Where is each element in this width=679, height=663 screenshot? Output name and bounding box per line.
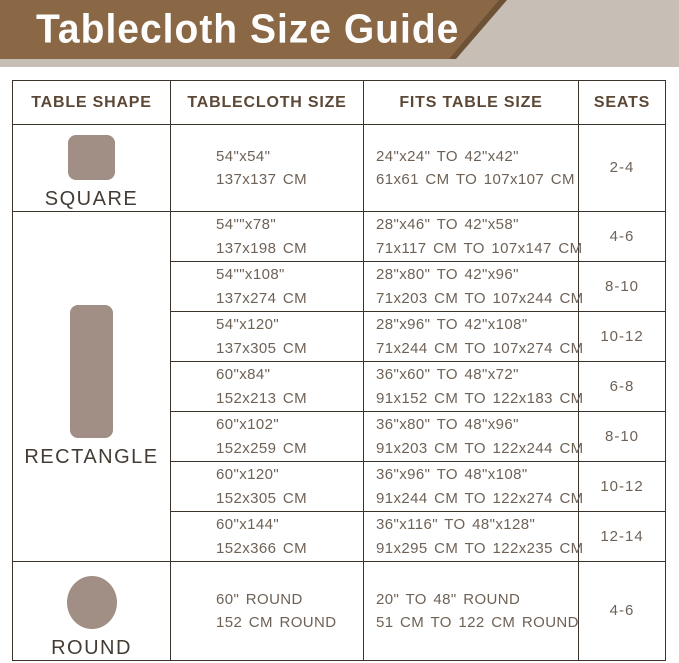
fits-size-cm: 91x203 CM TO 122x244 CM — [376, 439, 584, 457]
cloth-size-cm: 137x305 CM — [216, 339, 308, 357]
fits-size-inches: 20" TO 48" ROUND — [376, 590, 521, 608]
size-guide-table: TABLE SHAPE TABLECLOTH SIZE FITS TABLE S… — [12, 80, 666, 661]
table-row: ROUND 60" ROUND 152 CM ROUND 20" TO 48" … — [12, 561, 666, 661]
fits-size-cm: 51 CM TO 122 CM ROUND — [376, 614, 579, 631]
cloth-size-cm: 137x198 CM — [216, 239, 308, 257]
fits-table-size-cell: 28"x96" TO 42"x108" 71x244 CM TO 107x274… — [363, 311, 584, 362]
fits-size-inches: 36"x96" TO 48"x108" — [376, 466, 528, 484]
cloth-size-cm: 137x137 CM — [216, 171, 308, 188]
cloth-size-inches: 54"x54" — [216, 147, 271, 165]
cloth-size-cm: 152x259 CM — [216, 439, 308, 457]
seats-value: 10-12 — [600, 477, 644, 495]
banner-background: Tablecloth Size Guide — [0, 0, 679, 67]
tablecloth-size-cell: 60"x144" 152x366 CM — [170, 511, 364, 562]
seats-cell: 4-6 — [578, 561, 666, 661]
fits-size-cm: 91x244 CM TO 122x274 CM — [376, 489, 584, 507]
table-row: 60"x102" 152x259 CM 36"x80" TO 48"x96" 9… — [13, 411, 666, 462]
cloth-size-cm: 152x305 CM — [216, 489, 308, 507]
fits-size-inches: 36"x116" TO 48"x128" — [376, 516, 536, 534]
tablecloth-size-cell: 60"x120" 152x305 CM — [170, 461, 364, 512]
fits-table-size-cell: 28"x46" TO 42"x58" 71x117 CM TO 107x147 … — [363, 211, 583, 262]
tablecloth-size-cell: 54"x54" 137x137 CM — [170, 124, 364, 212]
cloth-size-inches: 54""x78" — [216, 216, 277, 234]
table-row: 54""x108" 137x274 CM 28"x80" TO 42"x96" … — [13, 261, 666, 312]
table-row: 60"x144" 152x366 CM 36"x116" TO 48"x128"… — [13, 511, 666, 562]
cloth-size-cm: 152x366 CM — [216, 539, 308, 557]
tablecloth-size-cell: 54"x120" 137x305 CM — [170, 311, 364, 362]
square-shape-icon — [68, 135, 115, 180]
seats-value: 2-4 — [609, 159, 635, 177]
shape-cell-round: ROUND — [12, 561, 171, 661]
seats-value: 6-8 — [609, 377, 635, 395]
shape-label-round: ROUND — [51, 637, 132, 659]
table-row: RECTANGLE 54""x78" 137x198 CM 28"x46" TO… — [12, 211, 666, 562]
seats-cell: 10-12 — [578, 311, 666, 362]
cloth-size-inches: 60"x84" — [216, 366, 271, 384]
seats-cell: 4-6 — [578, 211, 666, 262]
seats-value: 4-6 — [609, 602, 635, 620]
tablecloth-size-cell: 54""x78" 137x198 CM — [170, 211, 364, 262]
seats-cell: 6-8 — [578, 361, 666, 412]
shape-cell-square: SQUARE — [12, 124, 171, 212]
fits-size-inches: 28"x80" TO 42"x96" — [376, 266, 519, 284]
rectangle-shape-icon — [70, 304, 113, 438]
seats-cell: 2-4 — [578, 124, 666, 212]
fits-size-cm: 71x203 CM TO 107x244 CM — [376, 289, 584, 307]
cloth-size-cm: 137x274 CM — [216, 289, 308, 307]
column-header-table-shape: TABLE SHAPE — [12, 80, 171, 125]
shape-label-rectangle: RECTANGLE — [24, 445, 159, 468]
cloth-size-inches: 60"x120" — [216, 466, 280, 484]
fits-size-cm: 71x117 CM TO 107x147 CM — [376, 239, 583, 257]
table-row: SQUARE 54"x54" 137x137 CM 24"x24" TO 42"… — [12, 124, 666, 212]
fits-size-inches: 28"x96" TO 42"x108" — [376, 316, 528, 334]
fits-size-cm: 91x152 CM TO 122x183 CM — [376, 389, 584, 407]
column-header-fits-table-size: FITS TABLE SIZE — [363, 80, 579, 125]
column-header-tablecloth-size: TABLECLOTH SIZE — [170, 80, 364, 125]
seats-value: 12-14 — [600, 527, 644, 545]
seats-cell: 12-14 — [578, 511, 666, 562]
cloth-size-inches: 54"x120" — [216, 316, 280, 334]
seats-cell: 8-10 — [578, 261, 666, 312]
seats-cell: 8-10 — [578, 411, 666, 462]
fits-table-size-cell: 36"x96" TO 48"x108" 91x244 CM TO 122x274… — [363, 461, 584, 512]
fits-table-size-cell: 36"x80" TO 48"x96" 91x203 CM TO 122x244 … — [363, 411, 584, 462]
fits-table-size-cell: 36"x60" TO 48"x72" 91x152 CM TO 122x183 … — [363, 361, 584, 412]
seats-value: 10-12 — [600, 327, 644, 345]
banner-ribbon: Tablecloth Size Guide — [0, 0, 499, 59]
cloth-size-inches: 60" ROUND — [216, 590, 303, 608]
seats-value: 8-10 — [604, 277, 640, 295]
round-shape-icon — [66, 576, 117, 629]
fits-table-size-cell: 20" TO 48" ROUND 51 CM TO 122 CM ROUND — [363, 561, 579, 661]
shape-cell-rectangle: RECTANGLE — [12, 211, 171, 562]
table-header-row: TABLE SHAPE TABLECLOTH SIZE FITS TABLE S… — [12, 80, 666, 125]
shape-label-square: SQUARE — [44, 188, 139, 210]
tablecloth-size-cell: 60"x84" 152x213 CM — [170, 361, 364, 412]
page-title: Tablecloth Size Guide — [36, 6, 460, 52]
column-header-seats: SEATS — [578, 80, 666, 125]
cloth-size-inches: 54""x108" — [216, 266, 285, 284]
table-row: 60"x120" 152x305 CM 36"x96" TO 48"x108" … — [13, 461, 666, 512]
fits-size-inches: 28"x46" TO 42"x58" — [376, 216, 519, 234]
fits-table-size-cell: 28"x80" TO 42"x96" 71x203 CM TO 107x244 … — [363, 261, 584, 312]
fits-size-inches: 24"x24" TO 42"x42" — [376, 147, 519, 165]
fits-size-cm: 61x61 CM TO 107x107 CM — [376, 171, 575, 188]
seats-value: 4-6 — [609, 227, 635, 245]
tablecloth-size-cell: 60"x102" 152x259 CM — [170, 411, 364, 462]
cloth-size-cm: 152 CM ROUND — [216, 614, 337, 631]
fits-size-inches: 36"x60" TO 48"x72" — [376, 366, 519, 384]
seats-cell: 10-12 — [578, 461, 666, 512]
cloth-size-inches: 60"x144" — [216, 516, 280, 534]
fits-size-cm: 91x295 CM TO 122x235 CM — [376, 539, 584, 557]
seats-value: 8-10 — [604, 427, 640, 445]
cloth-size-cm: 152x213 CM — [216, 389, 308, 407]
fits-table-size-cell: 24"x24" TO 42"x42" 61x61 CM TO 107x107 C… — [363, 124, 579, 212]
fits-size-inches: 36"x80" TO 48"x96" — [376, 416, 519, 434]
tablecloth-size-cell: 60" ROUND 152 CM ROUND — [170, 561, 364, 661]
fits-table-size-cell: 36"x116" TO 48"x128" 91x295 CM TO 122x23… — [363, 511, 584, 562]
fits-size-cm: 71x244 CM TO 107x274 CM — [376, 339, 584, 357]
table-row: 54"x120" 137x305 CM 28"x96" TO 42"x108" … — [13, 311, 666, 362]
tablecloth-size-cell: 54""x108" 137x274 CM — [170, 261, 364, 312]
table-row: 60"x84" 152x213 CM 36"x60" TO 48"x72" 91… — [13, 361, 666, 412]
cloth-size-inches: 60"x102" — [216, 416, 280, 434]
